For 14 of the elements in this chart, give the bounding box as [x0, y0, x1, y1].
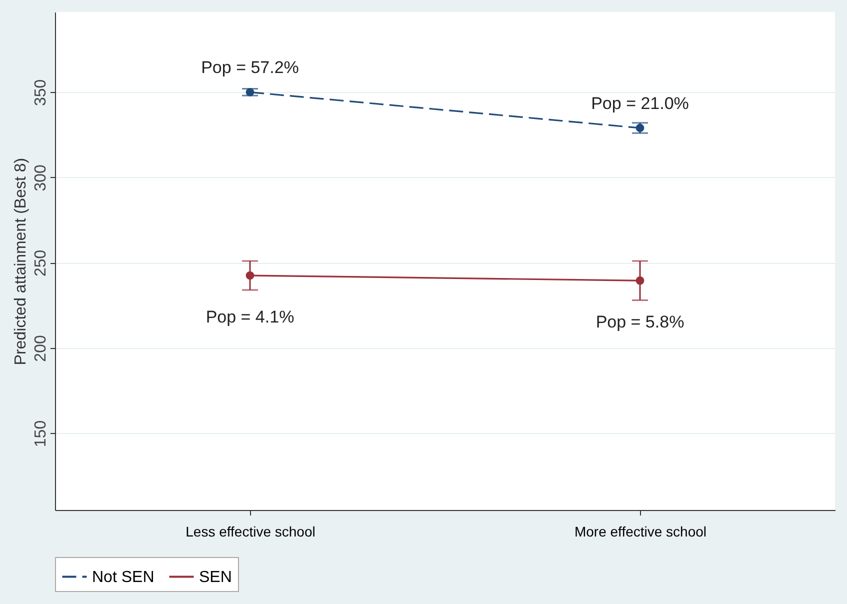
y-tick-label: 300 — [32, 164, 50, 192]
y-tick-label: 250 — [32, 250, 50, 277]
y-tick-label: 200 — [32, 335, 50, 362]
annotation: Pop = 21.0% — [591, 94, 689, 113]
x-tick-label: More effective school — [574, 524, 707, 540]
y-tick-label: 350 — [32, 79, 50, 106]
x-tick-label: Less effective school — [186, 524, 316, 540]
legend-label: SEN — [199, 568, 232, 586]
y-tick-label: 150 — [32, 420, 50, 448]
y-axis-title: Predicted attainment (Best 8) — [12, 158, 30, 366]
legend-label: Not SEN — [92, 568, 154, 586]
annotation: Pop = 4.1% — [206, 307, 294, 326]
annotation: Pop = 5.8% — [596, 312, 684, 332]
annotation: Pop = 57.2% — [201, 58, 299, 78]
